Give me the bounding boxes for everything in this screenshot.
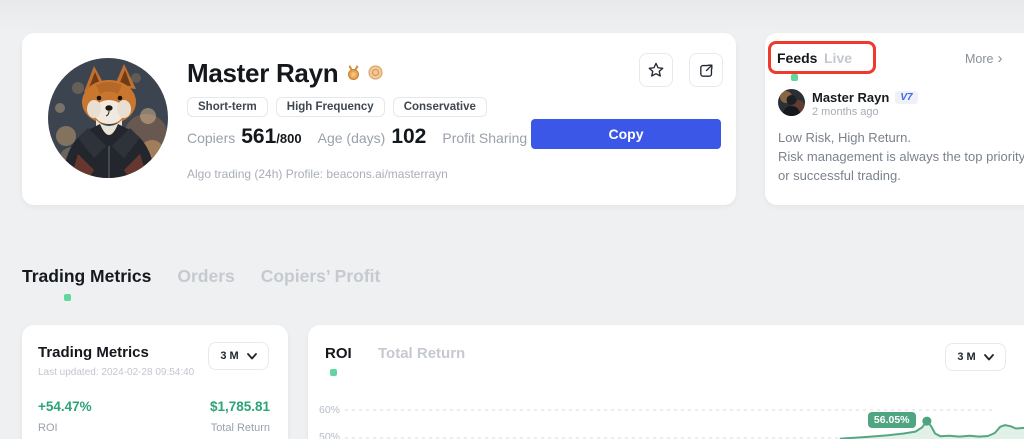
stat-label: Copiers — [187, 130, 236, 146]
trader-badges — [345, 64, 384, 81]
y-axis-tick: 60% — [318, 404, 340, 416]
feed-author-name: Master Rayn — [812, 90, 890, 105]
trader-name: Master Rayn — [187, 58, 339, 88]
roi-peak-marker — [922, 416, 932, 426]
trader-profile-card: Master Rayn Short-term High Frequency Co… — [22, 33, 736, 205]
tab-copiers-profit[interactable]: Copiers’ Profit — [260, 266, 381, 286]
tab-trading-metrics[interactable]: Trading Metrics — [22, 266, 152, 286]
tab-live[interactable]: Live — [824, 50, 853, 66]
feed-author-row: Master Rayn V7 — [812, 90, 918, 105]
feed-post-text: Low Risk, High Return. Risk management i… — [778, 128, 1024, 185]
stat-label: Profit Sharing — [442, 130, 528, 146]
active-tab-indicator — [330, 369, 337, 376]
trader-tags: Short-term High Frequency Conservative — [187, 97, 487, 117]
more-label: More — [965, 52, 994, 66]
stat-age: Age (days) 102 — [318, 125, 427, 149]
tab-feeds[interactable]: Feeds — [777, 50, 818, 66]
trader-bio: Algo trading (24h) Profile: beacons.ai/m… — [187, 167, 448, 181]
stat-copiers: Copiers 561/800 — [187, 125, 302, 149]
chevron-down-icon — [983, 353, 994, 360]
feed-avatar-image — [778, 89, 805, 116]
roi-chart-region: 56.05% — [345, 395, 1024, 439]
last-updated: Last updated: 2024-02-28 09:54:40 — [38, 367, 195, 378]
tab-orders[interactable]: Orders — [177, 266, 235, 286]
feeds-more-link[interactable]: More › — [965, 50, 1003, 67]
roi-chart-card: ROI Total Return 3 M 60% 50% 56.05% — [308, 325, 1024, 439]
card-title: Trading Metrics — [38, 344, 149, 361]
roi-value: +54.47% — [38, 399, 92, 414]
y-axis-tick: 50% — [318, 431, 340, 439]
stat-label: Age (days) — [317, 130, 386, 146]
roi-line — [839, 420, 1024, 439]
star-icon — [648, 62, 664, 77]
share-button[interactable] — [689, 53, 723, 87]
tag-high-frequency: High Frequency — [275, 97, 385, 117]
total-return-value: $1,785.81 — [209, 399, 270, 414]
trader-avatar — [48, 58, 168, 178]
stat-suffix: /800 — [276, 131, 302, 146]
roi-highlight-badge: 56.05% — [867, 412, 916, 429]
roi-label: ROI — [38, 422, 58, 434]
external-link-icon — [699, 64, 712, 77]
trader-level-badge: V7 — [895, 91, 918, 104]
trader-stats: Copiers 561/800 Age (days) 102 Profit Sh… — [187, 125, 575, 149]
feed-timestamp: 2 months ago — [812, 106, 879, 118]
tag-short-term: Short-term — [187, 97, 268, 117]
active-tab-indicator — [791, 74, 798, 81]
coin-icon — [368, 65, 383, 80]
trading-metrics-card: Trading Metrics Last updated: 2024-02-28… — [22, 325, 288, 439]
chevron-right-icon: › — [997, 50, 1003, 67]
chevron-down-icon — [246, 352, 257, 359]
medal-icon — [348, 65, 359, 80]
main-tabs: Trading Metrics Orders Copiers’ Profit — [22, 266, 380, 287]
active-tab-indicator — [64, 294, 71, 301]
feed-text-line: or successful trading. — [778, 168, 901, 183]
copy-button[interactable]: Copy — [531, 119, 721, 149]
feed-text-line: Risk management is always the top priori… — [778, 149, 1024, 164]
tab-total-return[interactable]: Total Return — [378, 345, 466, 362]
tag-conservative: Conservative — [392, 97, 487, 117]
period-value: 3 M — [220, 350, 239, 362]
stat-value: 561 — [241, 125, 277, 148]
feed-text-line: Low Risk, High Return. — [778, 130, 911, 145]
favorite-button[interactable] — [639, 53, 673, 87]
period-value: 3 M — [957, 351, 976, 363]
stat-value: 102 — [391, 125, 427, 148]
roi-chart — [345, 409, 1024, 439]
feed-author-avatar — [778, 89, 805, 116]
feeds-card: Feeds Live More › Master Rayn V7 2 month… — [765, 33, 1024, 205]
roi-period-select[interactable]: 3 M — [945, 343, 1006, 371]
shiba-avatar-image — [48, 58, 168, 178]
tab-roi[interactable]: ROI — [325, 345, 352, 362]
total-return-label: Total Return — [210, 422, 270, 434]
period-select[interactable]: 3 M — [208, 342, 269, 370]
